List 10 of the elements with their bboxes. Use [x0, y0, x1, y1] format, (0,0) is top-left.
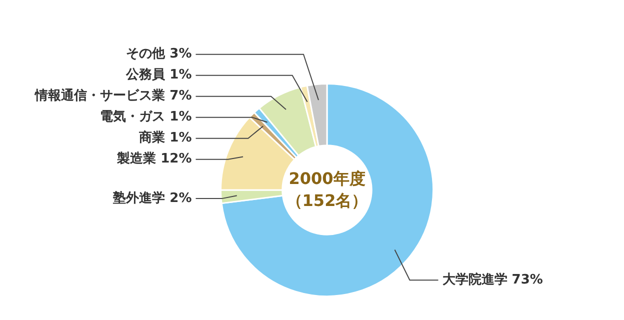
slice-label: 電気・ガス 1% [100, 110, 192, 125]
text: 2000年度 [288, 169, 366, 188]
slice-label: 公務員 1% [125, 68, 192, 83]
slice-label: 製造業 12% [116, 152, 192, 167]
slice-label: 大学院進学 73% [442, 271, 543, 288]
text: （152名） [286, 191, 368, 210]
slice-label: その他 3% [126, 46, 192, 62]
slice-label: 商業 1% [138, 130, 192, 146]
slice-label: 情報通信・サービス業 7% [34, 88, 192, 104]
slice-label: 塾外進学 2% [112, 190, 192, 206]
